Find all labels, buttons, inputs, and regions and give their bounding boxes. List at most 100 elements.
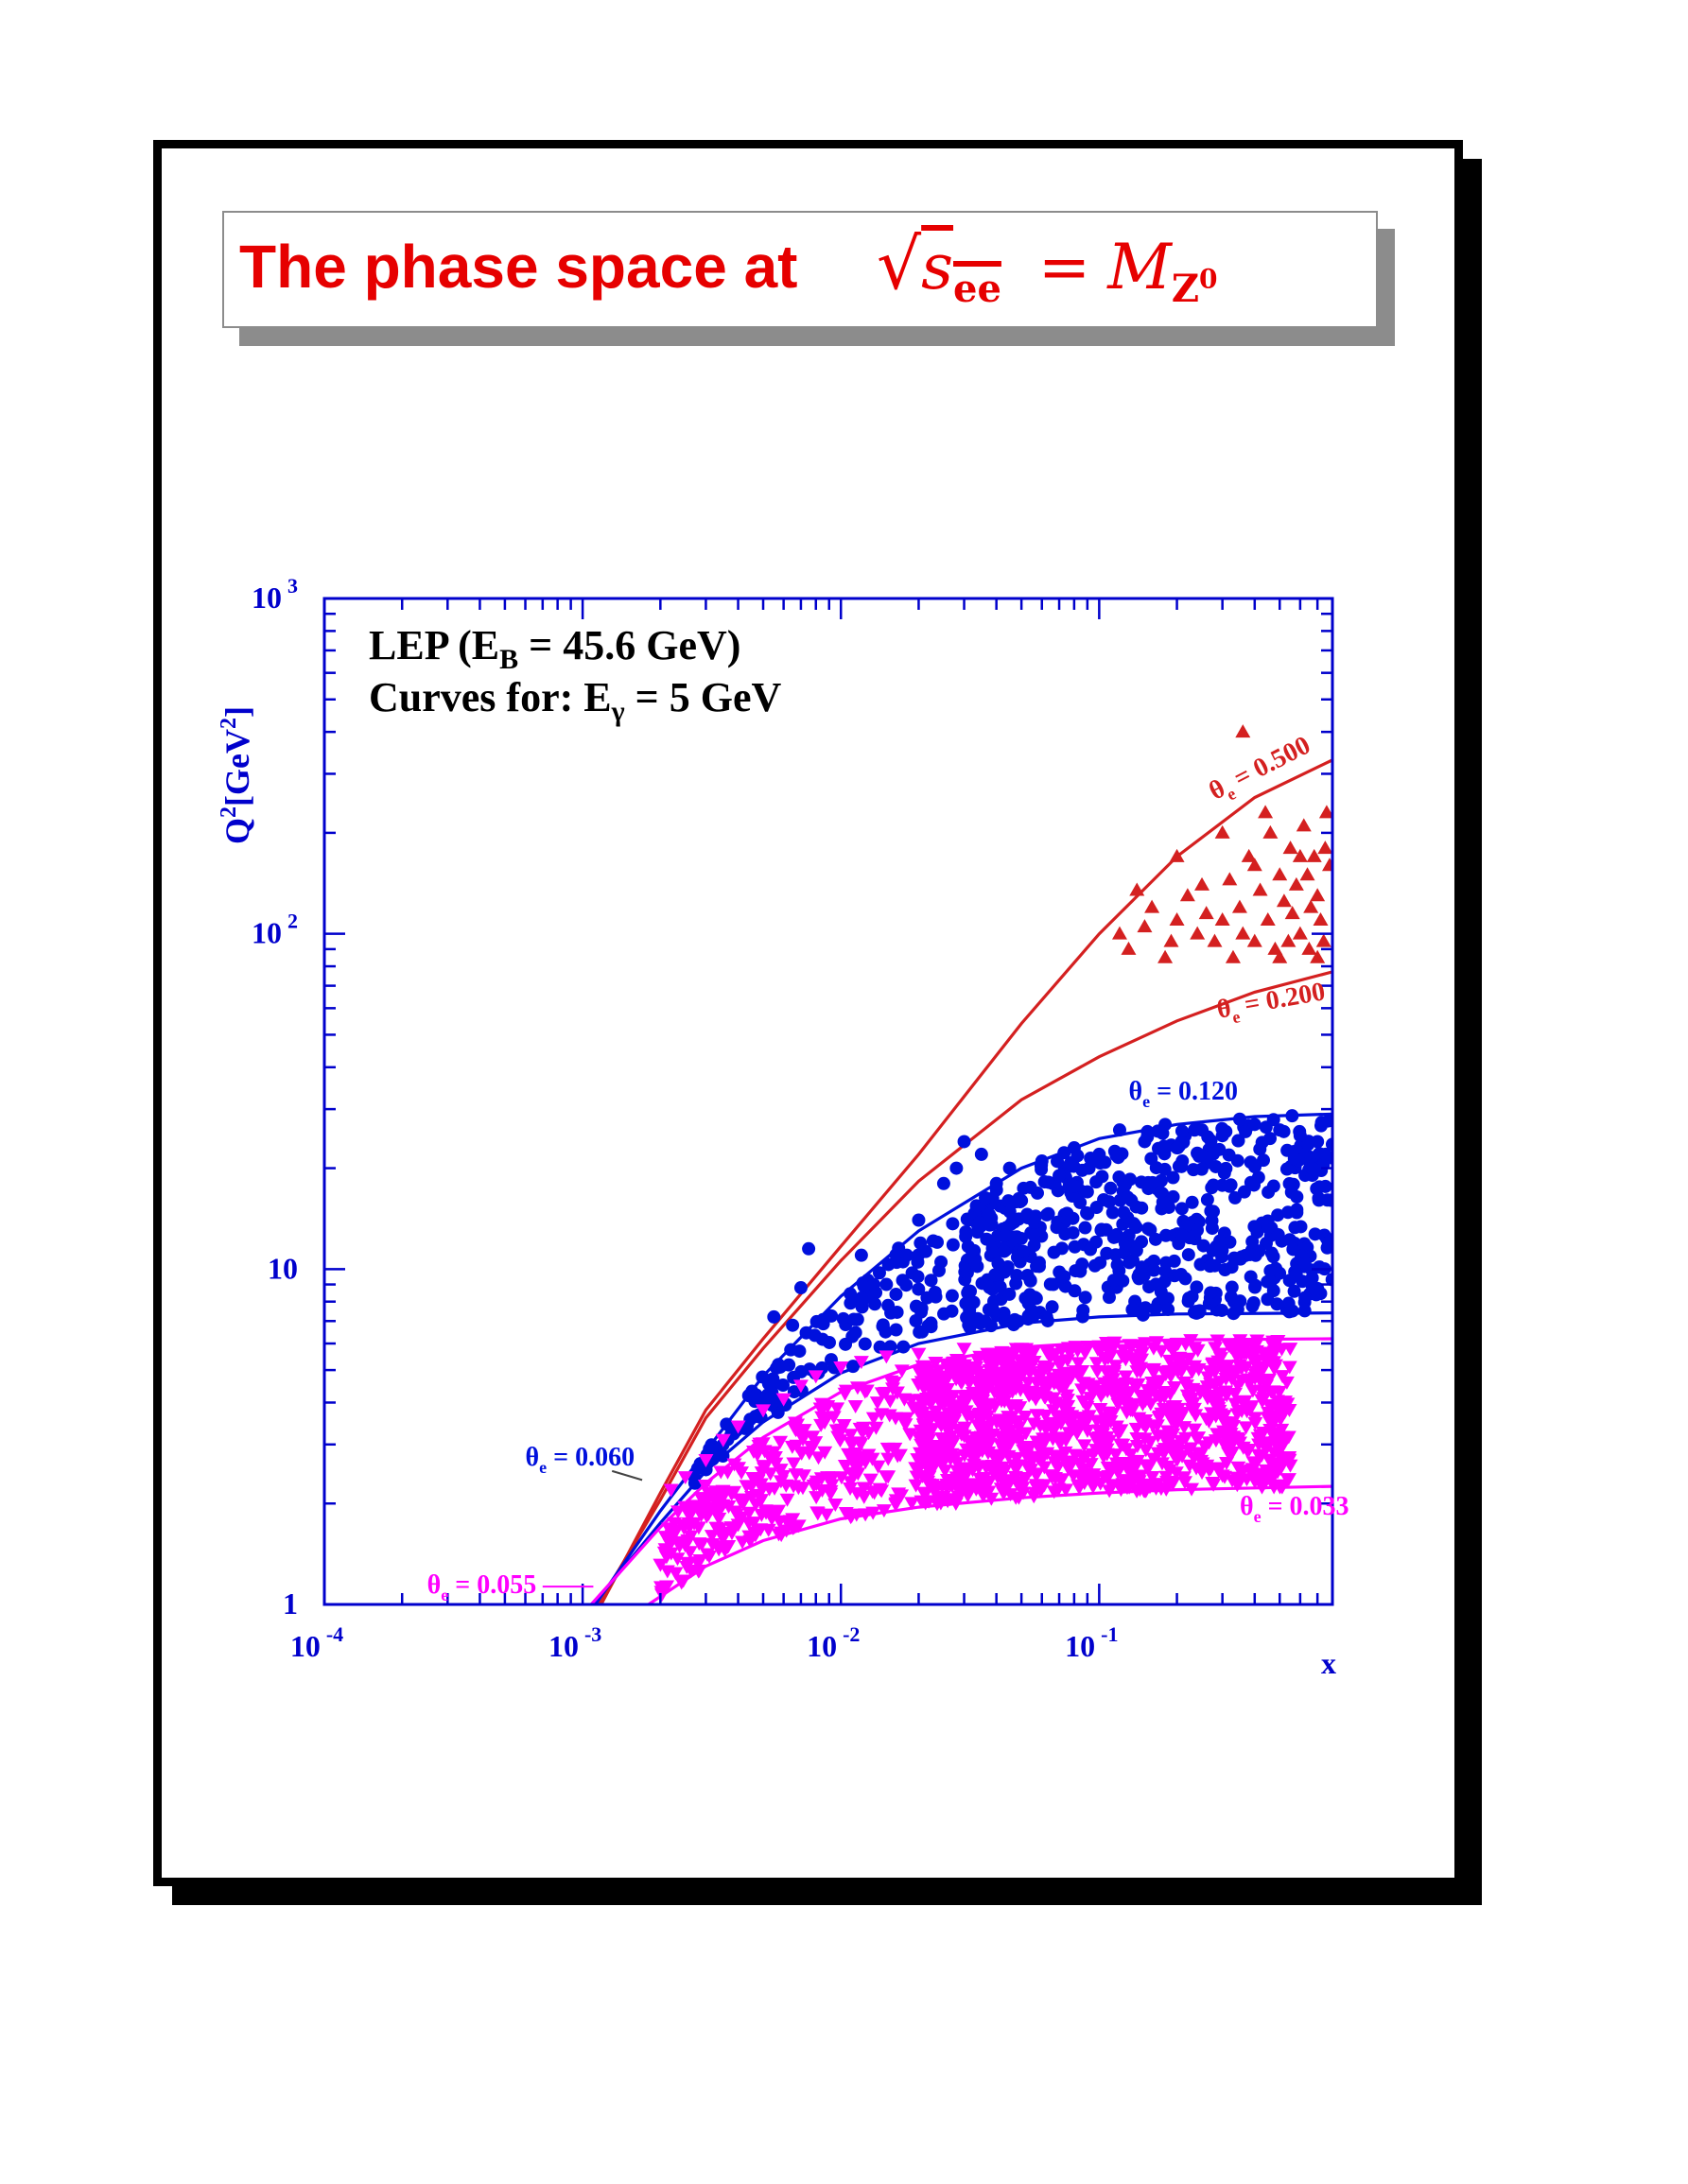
blue-cloud-point (997, 1306, 1011, 1320)
magenta-cloud-point (858, 1508, 874, 1522)
magenta-cloud-point (1122, 1386, 1138, 1400)
magenta-cloud-point (1145, 1452, 1161, 1466)
magenta-cloud-point (1028, 1393, 1044, 1407)
blue-cloud-point (1078, 1291, 1092, 1305)
magenta-cloud-point (1262, 1398, 1278, 1413)
magenta-cloud-point (813, 1472, 829, 1486)
x-tick-base: 10 (1065, 1629, 1095, 1663)
blue-cloud-point (1237, 1185, 1251, 1199)
magenta-cloud-point (1129, 1432, 1145, 1447)
blue-cloud-point (1094, 1223, 1108, 1238)
blue-data-point (989, 1176, 1003, 1190)
red-data-point (1301, 941, 1317, 955)
magenta-cloud-point (894, 1489, 910, 1503)
magenta-cloud-point (1008, 1463, 1024, 1477)
blue-cloud-point (1285, 1109, 1299, 1123)
magenta-cloud-point (1198, 1413, 1214, 1427)
magenta-cloud-point (963, 1437, 979, 1451)
blue-cloud-point (924, 1274, 938, 1288)
magenta-cloud-point (653, 1558, 669, 1572)
magenta-cloud-point (1158, 1482, 1175, 1497)
blue-cloud-point (1166, 1170, 1180, 1185)
magenta-cloud-point (1273, 1457, 1289, 1471)
magenta-cloud-point (755, 1437, 771, 1451)
magenta-cloud-point (679, 1556, 695, 1570)
magenta-cloud-point (823, 1487, 839, 1501)
blue-cloud-point (879, 1325, 893, 1339)
red-data-point (1129, 882, 1145, 896)
red-data-point (1315, 933, 1331, 947)
magenta-cloud-point (1137, 1389, 1153, 1403)
magenta-cloud-point (730, 1518, 746, 1533)
magenta-cloud-point (653, 1586, 670, 1600)
magenta-cloud-point (977, 1482, 993, 1497)
blue-cloud-point (1008, 1312, 1022, 1326)
formula-rhs-sub-text: Z (1171, 267, 1200, 312)
blue-data-point (957, 1135, 971, 1149)
leader-line-0060 (611, 1469, 643, 1482)
curve-label-sub: e (1231, 1007, 1242, 1027)
magenta-cloud-point (1019, 1440, 1035, 1454)
annotation-2-text: Curves for: E (369, 674, 612, 720)
magenta-cloud-point (969, 1376, 985, 1390)
magenta-cloud-point (945, 1434, 961, 1448)
blue-cloud-point (1118, 1237, 1132, 1251)
blue-cloud-point (848, 1326, 862, 1340)
curve-label-value: = 0.055 (448, 1570, 536, 1600)
magenta-cloud-point (745, 1445, 761, 1459)
blue-cloud-point (1157, 1162, 1172, 1176)
curve-theta-0200 (597, 970, 1332, 1604)
magenta-cloud-point (928, 1368, 944, 1382)
magenta-data-point (715, 1433, 731, 1447)
magenta-cloud-point (1262, 1465, 1279, 1480)
magenta-cloud-point (709, 1485, 725, 1499)
blue-cloud-point (1175, 1159, 1189, 1173)
blue-cloud-point (1248, 1280, 1262, 1294)
blue-cloud-point (1136, 1308, 1150, 1322)
blue-cloud-point (986, 1304, 1001, 1318)
magenta-cloud-point (1029, 1377, 1045, 1391)
annotation-1-sub: B (499, 644, 518, 675)
magenta-cloud-point (1076, 1439, 1092, 1453)
magenta-cloud-point (1092, 1477, 1108, 1491)
blue-cloud-point (911, 1270, 925, 1284)
magenta-cloud-point (1223, 1428, 1239, 1442)
magenta-cloud-point (978, 1461, 994, 1475)
blue-cloud-point (988, 1268, 1002, 1282)
blue-cloud-point (1178, 1272, 1192, 1286)
magenta-cloud-point (1223, 1435, 1239, 1449)
magenta-cloud-point (1077, 1418, 1093, 1432)
magenta-cloud-point (1170, 1439, 1186, 1453)
magenta-cloud-point (1254, 1385, 1270, 1399)
magenta-cloud-point (1170, 1446, 1186, 1460)
blue-cloud-point (1261, 1292, 1275, 1307)
magenta-data-point (956, 1343, 972, 1357)
blue-cloud-point (1057, 1146, 1071, 1160)
red-data-point (1252, 882, 1268, 896)
red-data-point (1299, 867, 1315, 881)
blue-cloud-point (931, 1263, 946, 1277)
blue-cloud-point (1054, 1241, 1069, 1256)
blue-cloud-point (1288, 1221, 1302, 1235)
blue-cloud-point (1027, 1215, 1041, 1229)
magenta-cloud-point (1173, 1411, 1189, 1425)
magenta-cloud-point (670, 1552, 686, 1567)
magenta-cloud-point (1117, 1351, 1133, 1365)
x-axis-label: x (1321, 1646, 1336, 1680)
magenta-cloud-point (986, 1386, 1002, 1400)
x-tick-exp: -1 (1101, 1622, 1118, 1646)
blue-data-point (974, 1147, 988, 1161)
blue-cloud-point (1279, 1162, 1294, 1176)
blue-cloud-point (774, 1360, 788, 1374)
y-axis-label-close: ] (218, 706, 256, 718)
blue-cloud-point (720, 1417, 734, 1431)
magenta-cloud-point (1026, 1417, 1042, 1431)
blue-cloud-point (1262, 1132, 1277, 1146)
blue-cloud-point (1026, 1310, 1040, 1325)
magenta-cloud-point (974, 1445, 990, 1459)
magenta-cloud-point (709, 1493, 725, 1507)
blue-cloud-point (1245, 1299, 1260, 1313)
blue-cloud-point (1190, 1280, 1204, 1294)
magenta-cloud-point (726, 1458, 742, 1472)
red-data-point (1284, 906, 1300, 920)
